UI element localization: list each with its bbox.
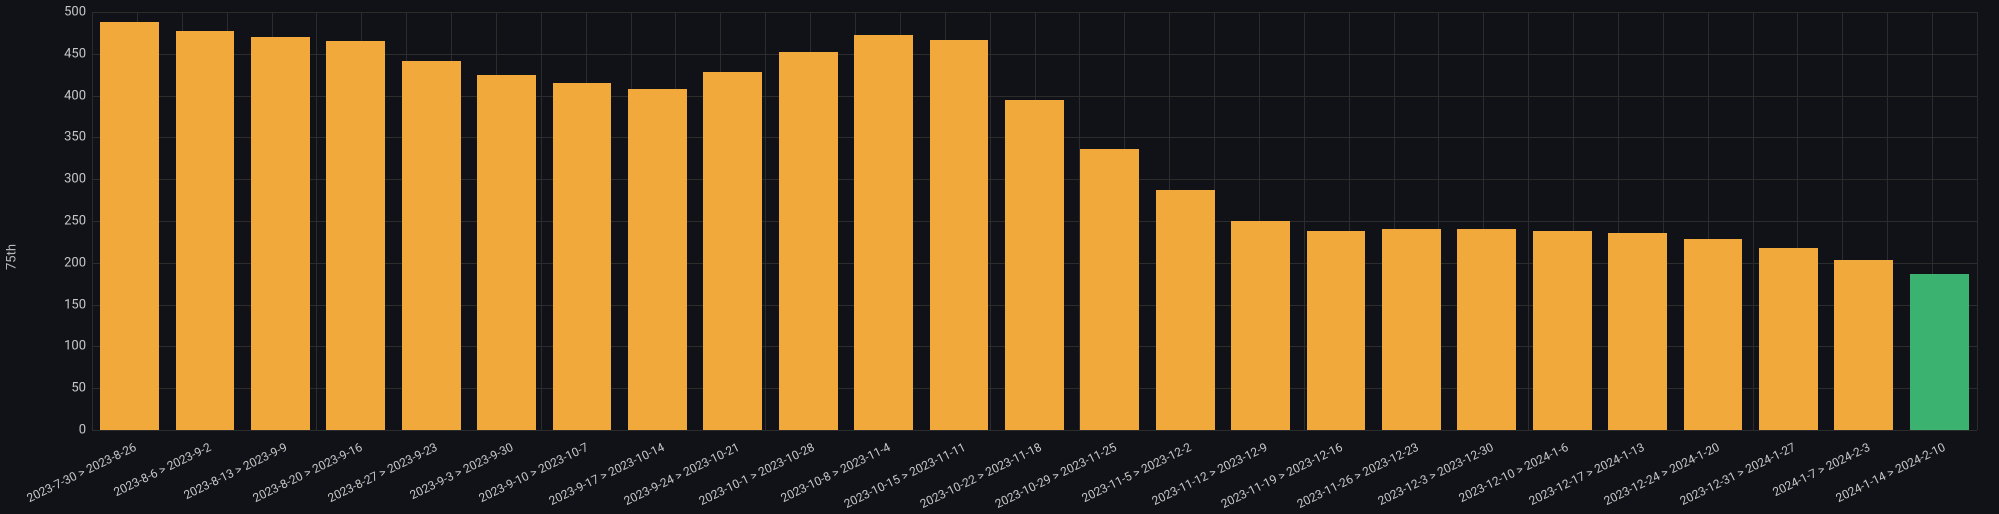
y-tick-label: 450 bbox=[64, 46, 92, 61]
bar[interactable] bbox=[1231, 221, 1290, 430]
bar[interactable] bbox=[1080, 149, 1139, 430]
bar[interactable] bbox=[1910, 274, 1969, 430]
y-tick-label: 200 bbox=[64, 255, 92, 270]
y-tick-label: 100 bbox=[64, 339, 92, 354]
bar[interactable] bbox=[930, 40, 989, 430]
bar[interactable] bbox=[1684, 239, 1743, 430]
bar[interactable] bbox=[326, 41, 385, 430]
bar[interactable] bbox=[1608, 233, 1667, 430]
plot-area: 050100150200250300350400450500 2023-7-30… bbox=[92, 12, 1977, 430]
bar[interactable] bbox=[1834, 260, 1893, 430]
x-tick-label: 2023-10-22 > 2023-11-18 bbox=[917, 440, 1043, 511]
bar[interactable] bbox=[553, 83, 612, 430]
x-tick-label: 2023-10-29 > 2023-11-25 bbox=[993, 440, 1119, 511]
grid-line-h bbox=[92, 430, 1977, 431]
bar[interactable] bbox=[1307, 231, 1366, 430]
grid-line-v bbox=[1977, 12, 1978, 430]
bar[interactable] bbox=[251, 37, 310, 430]
x-tick-label: 2023-11-19 > 2023-12-16 bbox=[1219, 440, 1345, 511]
y-tick-label: 400 bbox=[64, 88, 92, 103]
bar[interactable] bbox=[854, 35, 913, 430]
bar[interactable] bbox=[1005, 100, 1064, 430]
bar[interactable] bbox=[703, 72, 762, 430]
y-tick-label: 300 bbox=[64, 172, 92, 187]
bar[interactable] bbox=[1533, 231, 1592, 430]
y-tick-label: 50 bbox=[71, 381, 92, 396]
y-tick-label: 150 bbox=[64, 297, 92, 312]
bar[interactable] bbox=[1457, 229, 1516, 430]
bar[interactable] bbox=[628, 89, 687, 430]
y-tick-label: 500 bbox=[64, 5, 92, 20]
bar[interactable] bbox=[477, 75, 536, 430]
bar[interactable] bbox=[402, 61, 461, 431]
bar[interactable] bbox=[176, 31, 235, 430]
bar[interactable] bbox=[100, 22, 159, 430]
y-tick-label: 0 bbox=[79, 423, 92, 438]
y-tick-label: 350 bbox=[64, 130, 92, 145]
bar[interactable] bbox=[1382, 229, 1441, 430]
x-tick-label: 2023-11-26 > 2023-12-23 bbox=[1294, 440, 1420, 511]
bar[interactable] bbox=[1156, 190, 1215, 430]
bar[interactable] bbox=[1759, 248, 1818, 430]
x-tick-label: 2023-10-15 > 2023-11-11 bbox=[842, 440, 968, 511]
y-tick-label: 250 bbox=[64, 214, 92, 229]
percentile-bar-chart: 75th 050100150200250300350400450500 2023… bbox=[0, 0, 1999, 514]
bar[interactable] bbox=[779, 52, 838, 430]
y-axis-title: 75th bbox=[4, 244, 19, 270]
